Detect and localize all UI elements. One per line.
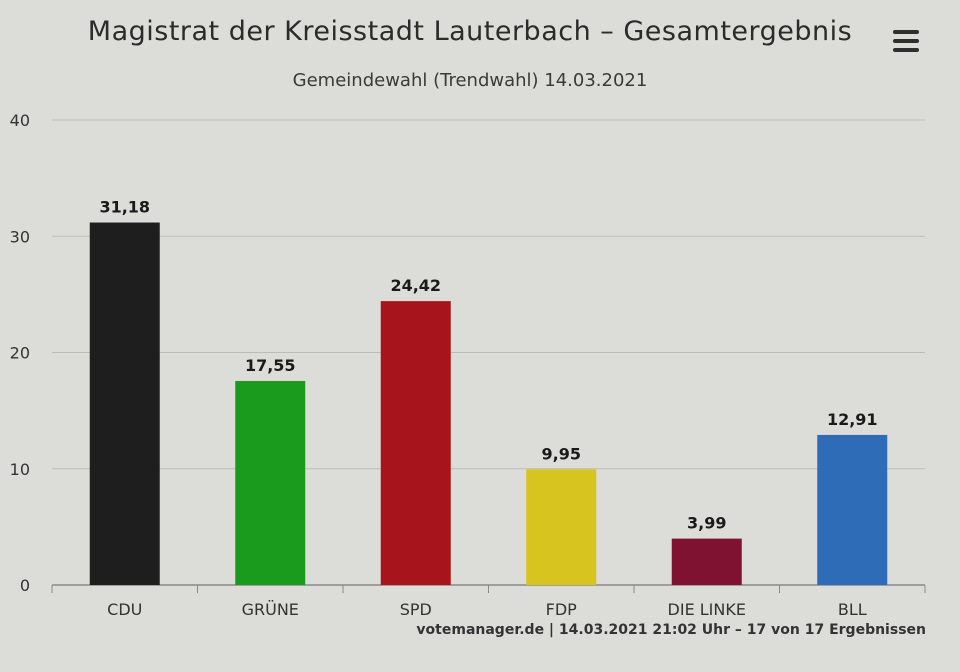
y-tick-label: 40: [10, 111, 30, 130]
bar-spd[interactable]: [380, 301, 451, 585]
x-tick-label: GRÜNE: [242, 600, 299, 619]
data-label: 17,55: [245, 356, 296, 375]
bar-die-linke[interactable]: [671, 538, 742, 585]
y-tick-label: 30: [10, 227, 30, 246]
x-tick-label: CDU: [107, 600, 142, 619]
bar-grüne[interactable]: [235, 380, 306, 585]
chart-subtitle: Gemeindewahl (Trendwahl) 14.03.2021: [292, 70, 648, 91]
x-tick-label: DIE LINKE: [668, 600, 746, 619]
x-tick-label: BLL: [838, 600, 867, 619]
data-label: 24,42: [390, 276, 441, 295]
data-label: 12,91: [827, 410, 878, 429]
y-tick-label: 0: [20, 576, 30, 595]
bar-bll[interactable]: [817, 434, 888, 585]
data-label: 31,18: [99, 198, 150, 217]
chart-credit: votemanager.de | 14.03.2021 21:02 Uhr – …: [416, 622, 926, 638]
data-label: 3,99: [687, 514, 726, 533]
bar-fdp[interactable]: [526, 469, 597, 585]
y-tick-label: 10: [10, 460, 30, 479]
x-tick-label: FDP: [546, 600, 578, 619]
chart-title: Magistrat der Kreisstadt Lauterbach – Ge…: [87, 16, 853, 47]
x-tick-label: SPD: [400, 600, 432, 619]
bar-cdu[interactable]: [89, 222, 160, 585]
hamburger-menu-icon[interactable]: [893, 30, 921, 54]
y-tick-label: 20: [10, 344, 30, 363]
data-label: 9,95: [542, 444, 581, 463]
